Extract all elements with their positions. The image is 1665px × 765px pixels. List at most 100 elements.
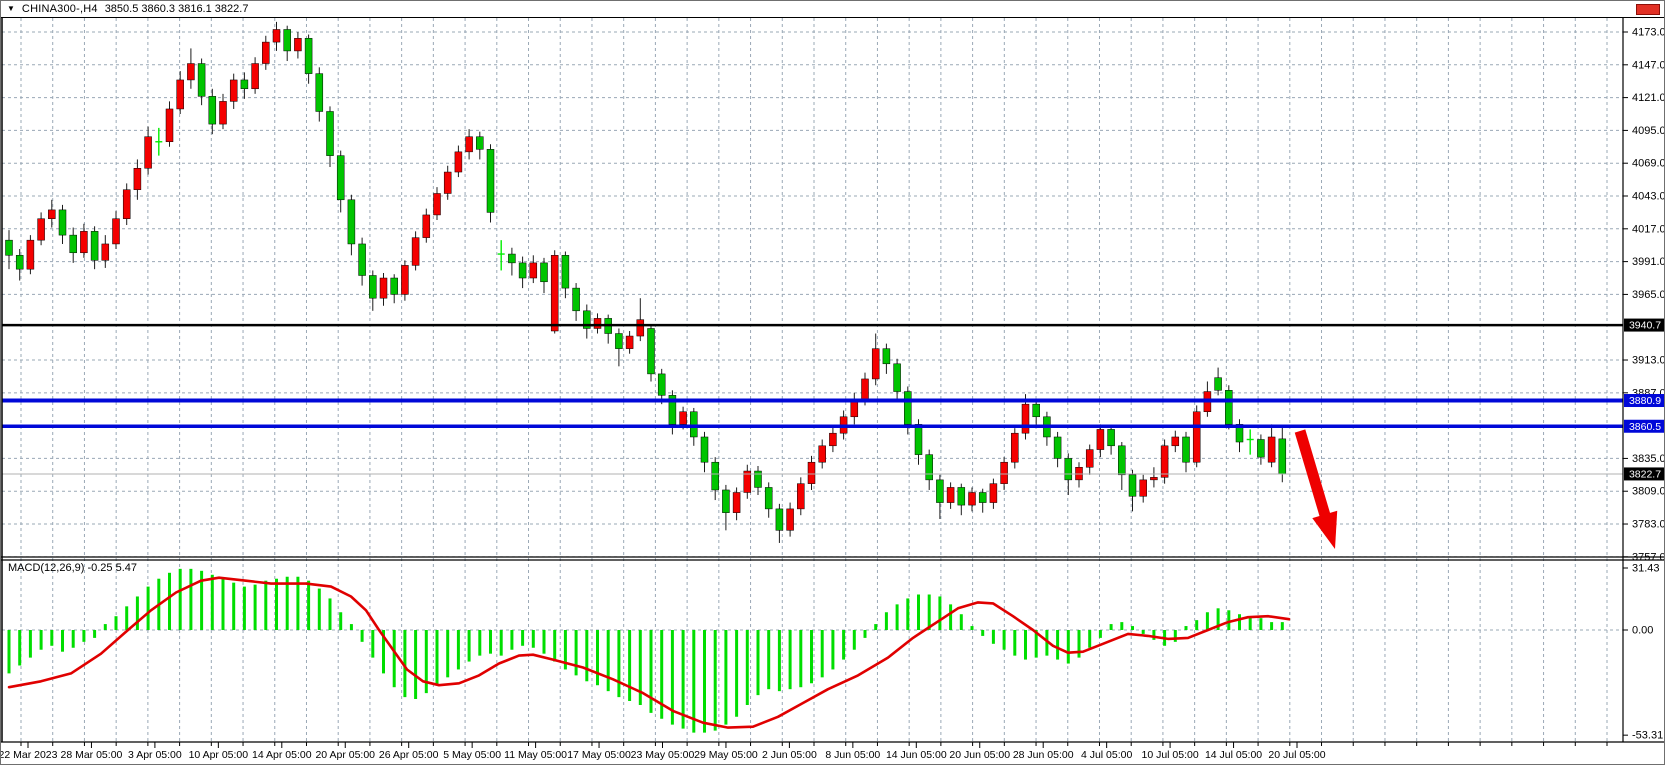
candle bbox=[518, 256, 527, 289]
panel-borders bbox=[1, 18, 1664, 743]
candle bbox=[561, 251, 570, 299]
svg-text:4 Jul 05:00: 4 Jul 05:00 bbox=[1081, 749, 1133, 761]
candle bbox=[422, 208, 431, 243]
svg-text:4017.0: 4017.0 bbox=[1632, 223, 1665, 235]
candle bbox=[1053, 431, 1062, 468]
svg-text:26 Apr 05:00: 26 Apr 05:00 bbox=[379, 749, 439, 761]
candle bbox=[229, 73, 238, 109]
candle bbox=[797, 477, 805, 516]
candle bbox=[401, 260, 409, 301]
candle bbox=[893, 358, 901, 402]
candle bbox=[15, 248, 24, 281]
macd-signal-line bbox=[7, 576, 1291, 729]
svg-text:22 Mar 2023: 22 Mar 2023 bbox=[1, 749, 58, 761]
svg-text:0.00: 0.00 bbox=[1632, 625, 1653, 637]
candle bbox=[775, 503, 784, 543]
svg-text:3880.9: 3880.9 bbox=[1629, 395, 1661, 407]
candle bbox=[732, 487, 741, 521]
candle bbox=[251, 57, 259, 94]
candle bbox=[219, 93, 227, 130]
candle bbox=[1267, 424, 1276, 468]
candle bbox=[647, 324, 655, 382]
svg-text:14 Jul 05:00: 14 Jul 05:00 bbox=[1205, 749, 1262, 761]
svg-text:4069.0: 4069.0 bbox=[1632, 158, 1665, 170]
candle bbox=[208, 88, 217, 135]
candle bbox=[5, 230, 13, 270]
svg-text:23 May 05:00: 23 May 05:00 bbox=[631, 749, 695, 761]
candle bbox=[508, 247, 516, 276]
candle bbox=[486, 144, 495, 223]
svg-text:3809.0: 3809.0 bbox=[1632, 486, 1665, 498]
candle bbox=[390, 274, 398, 304]
candle bbox=[26, 235, 35, 275]
candle bbox=[454, 145, 463, 178]
candle bbox=[315, 67, 324, 122]
svg-text:4147.0: 4147.0 bbox=[1632, 59, 1665, 71]
candle bbox=[1107, 425, 1115, 455]
candle bbox=[358, 237, 366, 286]
svg-text:11 May 05:00: 11 May 05:00 bbox=[504, 749, 567, 761]
candle bbox=[711, 457, 719, 501]
candle bbox=[443, 165, 452, 200]
candle bbox=[743, 464, 752, 499]
candle bbox=[69, 227, 77, 263]
candle bbox=[1214, 367, 1222, 396]
candle bbox=[58, 204, 67, 244]
candle bbox=[283, 25, 291, 62]
svg-text:29 May 05:00: 29 May 05:00 bbox=[694, 749, 758, 761]
candle bbox=[1096, 424, 1105, 458]
candlestick-series bbox=[5, 21, 1287, 543]
candle bbox=[1160, 439, 1169, 484]
candle bbox=[968, 487, 976, 512]
svg-text:3757.0: 3757.0 bbox=[1632, 551, 1665, 563]
price-axis[interactable]: 4173.0 4147.0 4121.0 4095.0 4069.0 4043.0 4017… bbox=[1623, 27, 1665, 742]
ohlc-readout: 3850.5 3860.3 3816.1 3822.7 bbox=[104, 3, 249, 15]
time-axis[interactable]: 22 Mar 2023 28 Mar 05:00 3 Apr 05:00 10 Apr… bbox=[1, 742, 1608, 761]
candle bbox=[48, 199, 56, 228]
candle bbox=[187, 48, 195, 89]
candle bbox=[1182, 431, 1190, 473]
horizontal-lines[interactable] bbox=[2, 323, 1623, 475]
candle bbox=[1192, 405, 1201, 468]
svg-text:3940.7: 3940.7 bbox=[1629, 320, 1661, 332]
candle bbox=[936, 474, 944, 519]
candle bbox=[1128, 469, 1137, 512]
candle bbox=[946, 482, 955, 509]
candle bbox=[101, 235, 110, 268]
candle bbox=[1085, 444, 1094, 475]
candle bbox=[497, 240, 505, 271]
candle bbox=[593, 313, 602, 334]
svg-text:3860.5: 3860.5 bbox=[1629, 421, 1661, 433]
candle bbox=[807, 455, 816, 490]
candle bbox=[112, 211, 120, 249]
candle bbox=[379, 272, 388, 306]
candle bbox=[80, 223, 88, 258]
candle bbox=[818, 439, 826, 469]
candle bbox=[144, 126, 152, 175]
candle bbox=[871, 333, 880, 386]
candle bbox=[133, 159, 142, 200]
candle bbox=[529, 255, 538, 284]
candle bbox=[882, 343, 891, 374]
trend-arrow-annotation[interactable] bbox=[1294, 429, 1338, 549]
svg-text:3822.7: 3822.7 bbox=[1629, 468, 1661, 480]
svg-text:20 Apr 05:00: 20 Apr 05:00 bbox=[315, 749, 375, 761]
candle bbox=[369, 270, 377, 311]
svg-text:3783.0: 3783.0 bbox=[1632, 519, 1665, 531]
candle bbox=[304, 34, 313, 84]
svg-text:2 Jun 05:00: 2 Jun 05:00 bbox=[762, 749, 817, 761]
candle bbox=[155, 127, 163, 156]
candle bbox=[122, 183, 131, 226]
candle bbox=[1257, 434, 1265, 465]
svg-text:4043.0: 4043.0 bbox=[1632, 191, 1665, 203]
chart-info-bar: ▼ CHINA300-,H4 3850.5 3860.3 3816.1 3822… bbox=[1, 1, 1664, 18]
svg-text:10 Apr 05:00: 10 Apr 05:00 bbox=[189, 749, 249, 761]
candle bbox=[957, 483, 966, 516]
candle bbox=[197, 58, 206, 106]
symbol-dropdown-icon[interactable]: ▼ bbox=[7, 4, 15, 13]
candle bbox=[1043, 411, 1051, 446]
candle bbox=[989, 478, 998, 509]
svg-text:17 May 05:00: 17 May 05:00 bbox=[567, 749, 631, 761]
